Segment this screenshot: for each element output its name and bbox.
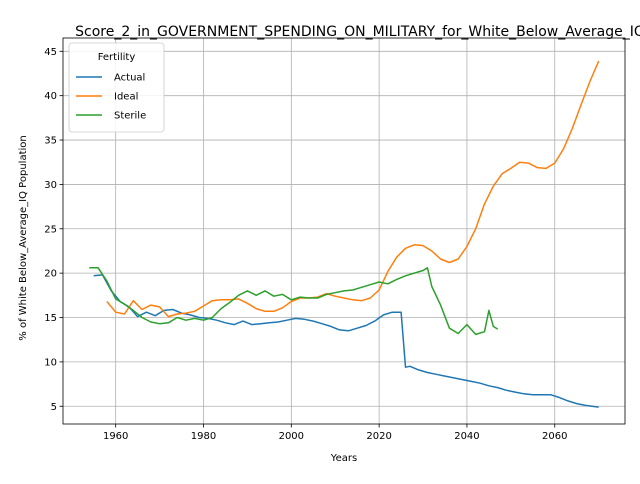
x-tick-label: 2020 bbox=[366, 431, 391, 442]
legend: Fertility Actual Ideal Sterile bbox=[68, 42, 165, 133]
plot-frame bbox=[62, 37, 626, 425]
x-tick-label: 2000 bbox=[279, 431, 304, 442]
series-line-sterile bbox=[89, 267, 499, 336]
axis-ticks: 1960 1980 2000 2020 2040 2060 5 10 15 20 25 30 35 40 4… bbox=[44, 47, 567, 442]
grid bbox=[63, 38, 625, 424]
legend-title: Fertility bbox=[98, 52, 136, 63]
y-tick-label: 10 bbox=[44, 357, 57, 368]
x-tick-label: 1980 bbox=[191, 431, 216, 442]
legend-box bbox=[68, 42, 165, 133]
x-tick-label: 1960 bbox=[103, 431, 128, 442]
legend-label-actual: Actual bbox=[114, 73, 145, 84]
y-tick-label: 15 bbox=[44, 313, 57, 324]
y-tick-label: 25 bbox=[44, 224, 57, 235]
x-tick-label: 2040 bbox=[454, 431, 479, 442]
x-tick-label: 2060 bbox=[542, 431, 567, 442]
y-tick-label: 35 bbox=[44, 136, 57, 147]
series-line-ideal bbox=[106, 60, 600, 318]
series-line-actual bbox=[93, 274, 599, 408]
y-tick-label: 40 bbox=[44, 91, 57, 102]
y-tick-label: 45 bbox=[44, 47, 57, 58]
legend-label-sterile: Sterile bbox=[114, 111, 146, 122]
series-lines bbox=[89, 60, 600, 408]
chart-title: Score_2_in_GOVERNMENT_SPENDING_ON_MILITA… bbox=[75, 24, 640, 40]
y-axis-label: % of White Below_Average_IQ Population bbox=[18, 135, 29, 340]
y-tick-label: 5 bbox=[51, 402, 57, 413]
legend-entries: Actual Ideal Sterile bbox=[76, 73, 146, 122]
y-tick-label: 20 bbox=[44, 269, 57, 280]
legend-label-ideal: Ideal bbox=[114, 92, 138, 103]
x-axis-label: Years bbox=[330, 453, 357, 464]
y-tick-label: 30 bbox=[44, 180, 57, 191]
